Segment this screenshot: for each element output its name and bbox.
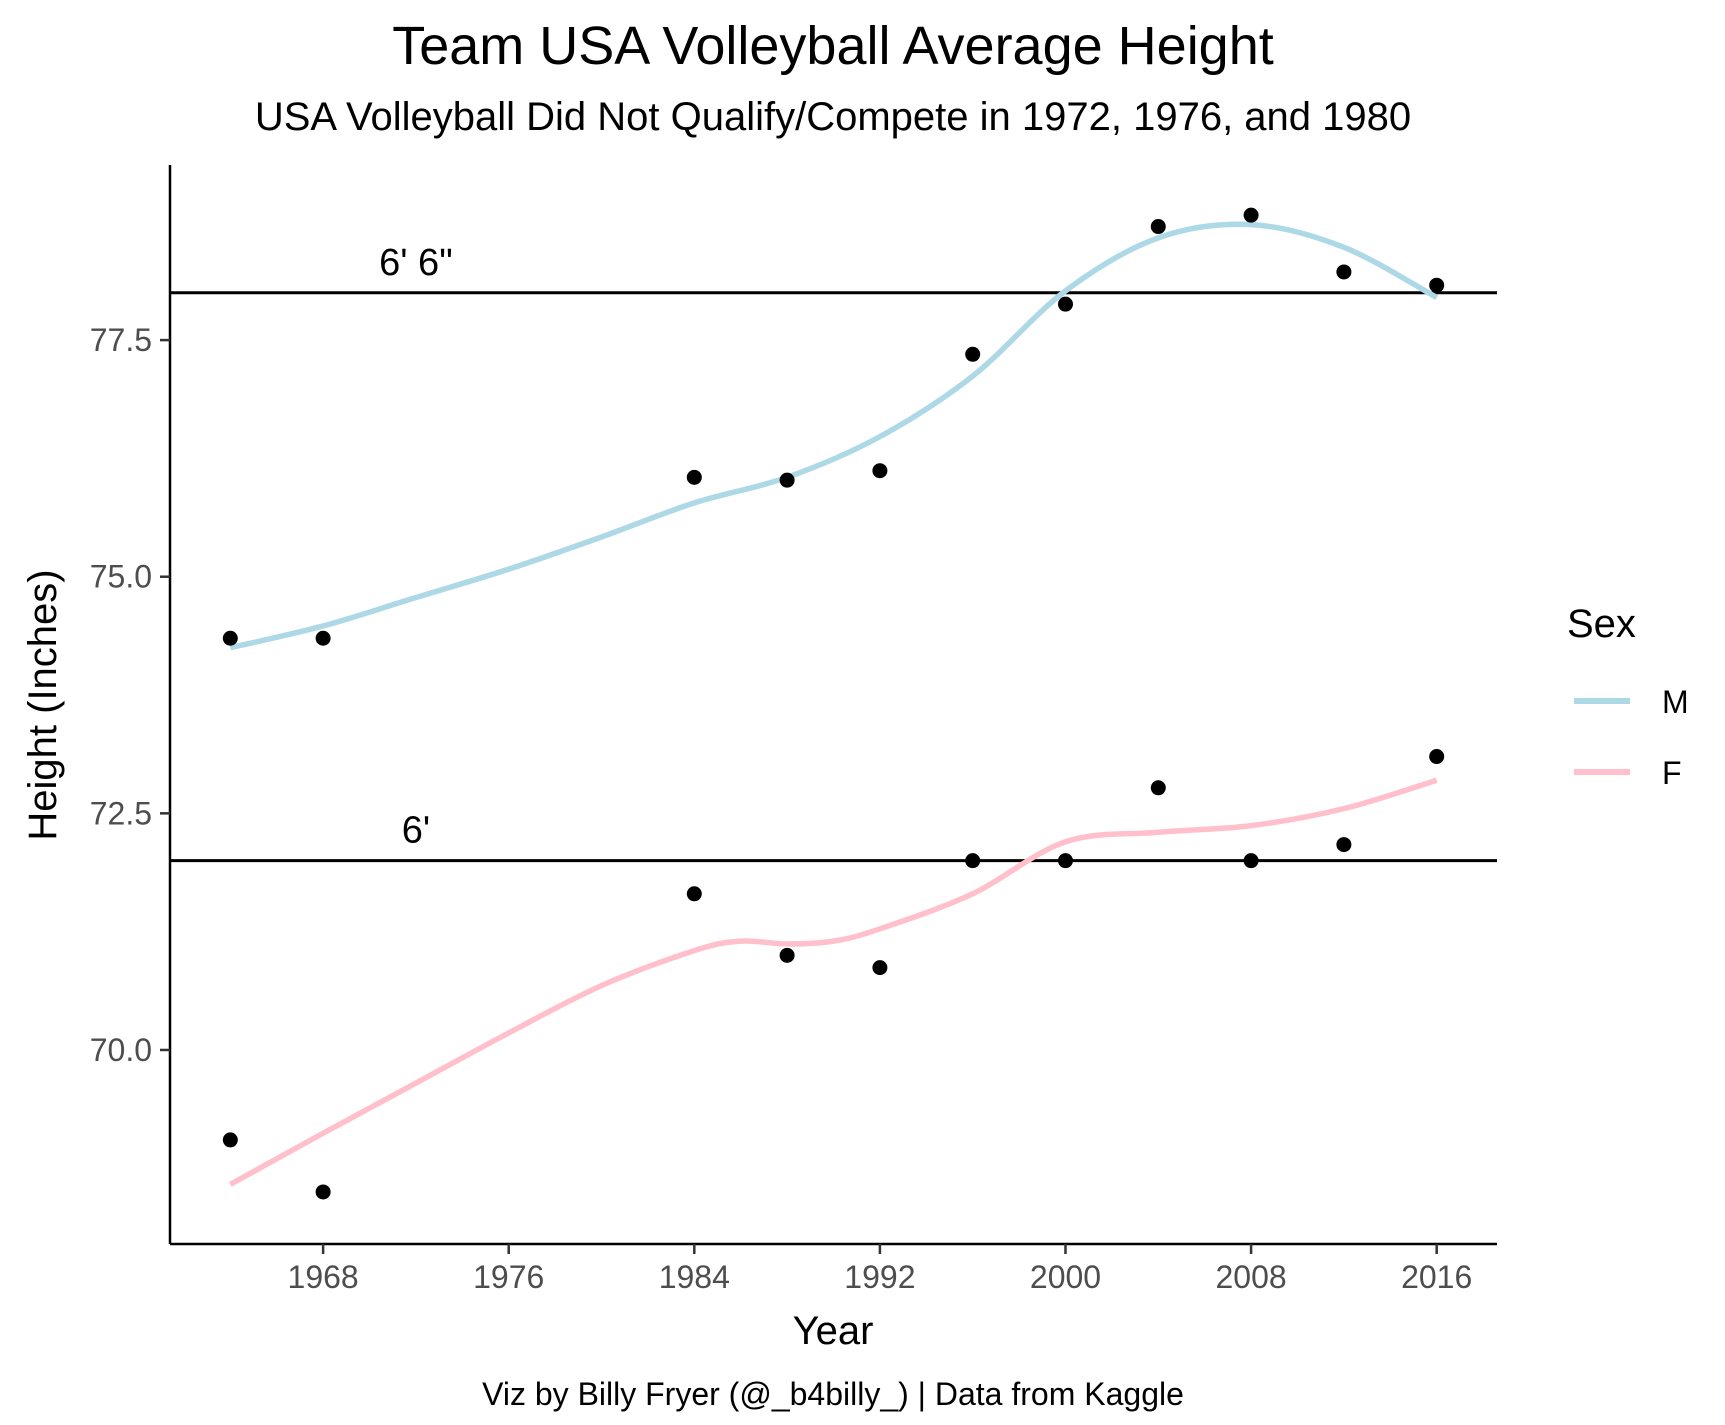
data-point-m [1243,207,1259,223]
x-tick-label: 2008 [1215,1259,1286,1295]
legend-title: Sex [1567,602,1636,646]
legend: Sex M F [1567,602,1689,791]
y-tick-label: 72.5 [90,795,152,831]
y-axis-title: Height (Inches) [21,569,65,840]
chart-caption: Viz by Billy Fryer (@_b4billy_) | Data f… [482,1376,1184,1412]
legend-label-m: M [1662,684,1689,720]
data-point-m [965,346,981,362]
x-tick-label: 1984 [659,1259,730,1295]
trend-line-m [229,221,1438,651]
reference-line-label: 6' 6" [379,242,453,284]
y-tick-label: 75.0 [90,559,152,595]
plot-area: 6' 6" 6' [170,207,1497,1200]
data-point-m [779,472,795,488]
trend-line-f [228,777,1438,1187]
reference-line-label: 6' [402,810,430,852]
x-tick-label: 1976 [473,1259,544,1295]
x-tick-label: 1992 [844,1259,915,1295]
data-point-m [872,463,888,479]
data-point-m [222,630,238,646]
x-tick-label: 2000 [1030,1259,1101,1295]
data-point-m [1429,277,1445,293]
chart-title: Team USA Volleyball Average Height [392,16,1274,76]
data-point-m [686,469,702,485]
data-point-f [1150,780,1166,796]
y-tick-label: 70.0 [90,1032,152,1068]
data-point-f [1336,837,1352,853]
legend-label-f: F [1662,755,1682,791]
data-point-f [222,1132,238,1148]
data-point-m [1150,219,1166,235]
data-point-f [1243,853,1259,869]
data-point-f [1429,749,1445,765]
data-point-f [779,947,795,963]
y-tick-label: 77.5 [90,322,152,358]
data-point-f [686,886,702,902]
data-point-m [1057,296,1073,312]
data-point-f [872,960,888,976]
x-axis-title: Year [793,1309,874,1353]
x-tick-label: 2016 [1401,1259,1472,1295]
data-point-f [315,1184,331,1200]
data-point-f [965,853,981,869]
data-point-m [1336,264,1352,280]
x-tick-label: 1968 [288,1259,359,1295]
chart-subtitle: USA Volleyball Did Not Qualify/Compete i… [255,95,1411,139]
data-point-f [1057,853,1073,869]
data-point-m [315,630,331,646]
